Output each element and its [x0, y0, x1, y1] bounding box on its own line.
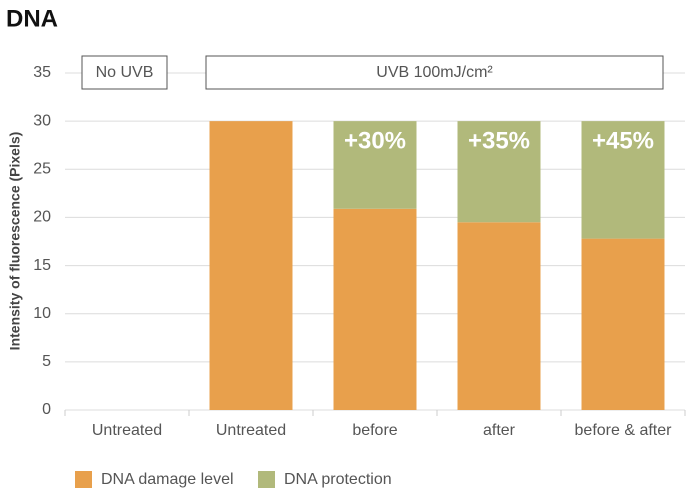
x-tick-label: Untreated [216, 422, 286, 439]
bar-segment [581, 121, 665, 239]
x-tick-label: Untreated [92, 422, 162, 439]
legend-swatch [258, 471, 275, 488]
chart-title: DNA [6, 5, 58, 32]
y-tick-label: 35 [33, 64, 51, 81]
annotation: +30% [344, 127, 406, 154]
group-label: No UVB [96, 64, 154, 81]
bar-segment [457, 222, 541, 410]
annotation: +45% [592, 127, 654, 154]
y-tick-label: 25 [33, 161, 51, 178]
bar-segment [209, 121, 293, 411]
x-tick-label: before & after [575, 422, 673, 439]
bar-segment [333, 121, 417, 209]
y-tick-label: 5 [42, 353, 51, 370]
bar-segment [333, 208, 417, 410]
group-box [205, 55, 664, 90]
x-tick-label: after [483, 422, 516, 439]
y-tick-label: 0 [42, 401, 51, 418]
bar-segment [457, 121, 541, 223]
bar-segment [581, 238, 665, 410]
y-axis-label: Intensity of fluorescence (Pixels) [7, 132, 23, 351]
x-tick-label: before [352, 422, 397, 439]
legend-label: DNA protection [284, 471, 392, 488]
y-tick-label: 10 [33, 305, 51, 322]
group-box [81, 55, 168, 90]
y-tick-label: 15 [33, 257, 51, 274]
group-label: UVB 100mJ/cm² [376, 64, 493, 81]
legend-label: DNA damage level [101, 471, 234, 488]
y-tick-label: 20 [33, 209, 51, 226]
legend-swatch [75, 471, 92, 488]
y-tick-label: 30 [33, 112, 51, 129]
annotation: +35% [468, 127, 530, 154]
